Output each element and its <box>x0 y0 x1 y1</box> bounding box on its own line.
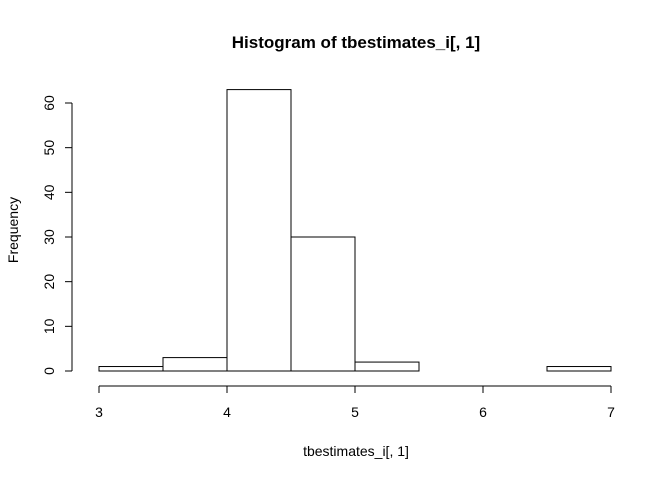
x-axis-tick-label: 5 <box>351 404 359 420</box>
y-axis-tick-label: 50 <box>41 140 57 156</box>
histogram-bar <box>98 366 164 372</box>
y-axis-tick-label: 40 <box>41 184 57 200</box>
histogram-bar <box>226 89 292 372</box>
y-axis-tick-label: 10 <box>41 318 57 334</box>
y-axis-tick-label: 20 <box>41 274 57 290</box>
x-axis: 3 4 5 6 7 <box>95 385 615 420</box>
y-axis-tick-label: 60 <box>41 95 57 111</box>
y-axis: 0 10 20 30 40 50 60 <box>41 95 73 375</box>
x-axis-tick-label: 7 <box>607 404 615 420</box>
y-axis-tick-label: 30 <box>41 229 57 245</box>
histogram-bar <box>546 366 612 372</box>
chart-title: Histogram of tbestimates_i[, 1] <box>232 33 480 52</box>
bars-group <box>98 89 612 372</box>
histogram-bar <box>162 357 228 372</box>
x-axis-label: tbestimates_i[, 1] <box>303 443 409 459</box>
y-axis-tick-label: 0 <box>41 367 57 375</box>
histogram-bar <box>354 361 420 372</box>
x-axis-tick-label: 6 <box>479 404 487 420</box>
histogram-bar <box>290 236 356 372</box>
x-axis-tick-label: 3 <box>95 404 103 420</box>
y-axis-label: Frequency <box>5 197 21 263</box>
x-axis-tick-label: 4 <box>223 404 231 420</box>
